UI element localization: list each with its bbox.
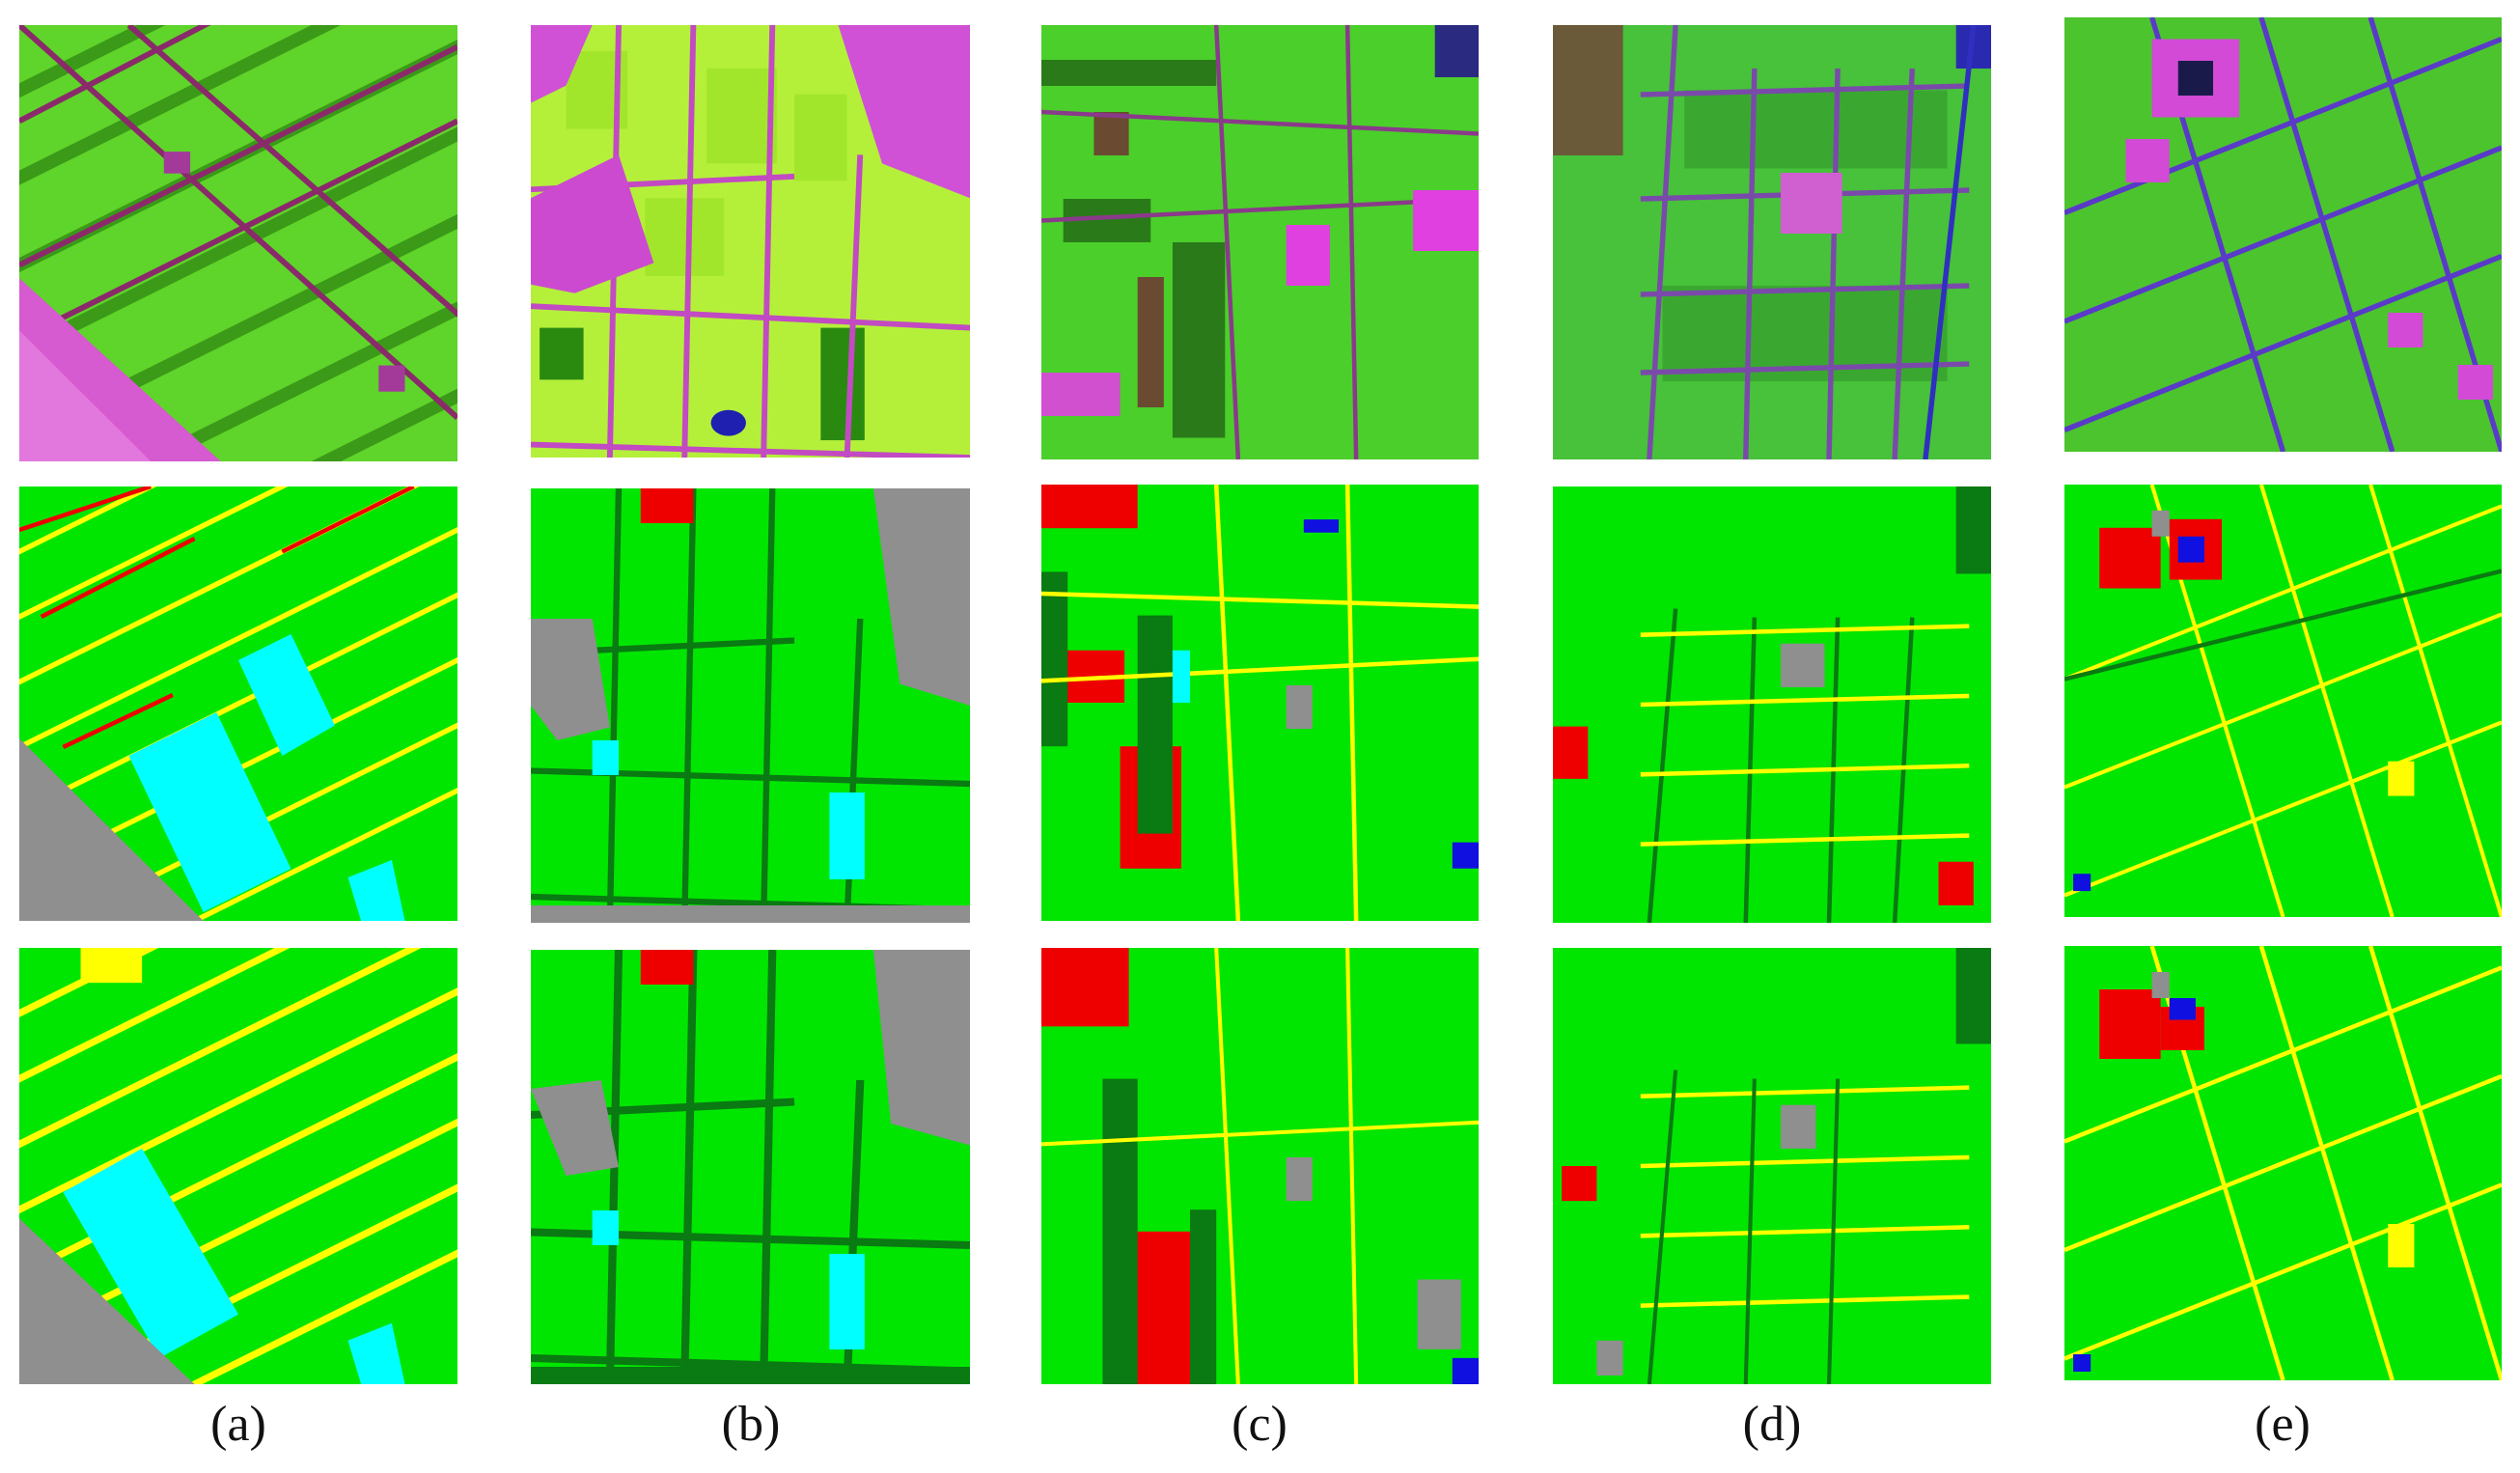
classification-map-c-2 bbox=[1041, 948, 1479, 1384]
classification-map-c-1 bbox=[1041, 485, 1479, 921]
satellite-image-e bbox=[2064, 17, 2502, 452]
classification-map-e-2 bbox=[2064, 946, 2502, 1380]
classification-map-d-1 bbox=[1553, 486, 1991, 923]
satellite-image-d bbox=[1553, 25, 1991, 459]
column-label-c: (c) bbox=[1232, 1397, 1288, 1452]
classification-map-b-2 bbox=[531, 950, 970, 1384]
column-label-d: (d) bbox=[1742, 1397, 1802, 1452]
classification-map-a-2 bbox=[19, 948, 457, 1384]
satellite-image-c bbox=[1041, 25, 1479, 459]
classification-map-d-2 bbox=[1553, 948, 1991, 1384]
satellite-image-b bbox=[531, 25, 970, 458]
satellite-image-a bbox=[19, 25, 457, 461]
classification-map-e-1 bbox=[2064, 485, 2502, 917]
classification-map-a-1 bbox=[19, 486, 457, 921]
column-label-e: (e) bbox=[2255, 1397, 2311, 1452]
classification-map-b-1 bbox=[531, 488, 970, 923]
column-label-b: (b) bbox=[721, 1397, 781, 1452]
column-label-a: (a) bbox=[210, 1397, 266, 1452]
